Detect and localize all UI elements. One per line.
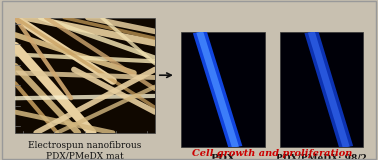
Text: PDX/PMeDX: 98/2: PDX/PMeDX: 98/2: [276, 154, 367, 160]
Text: PDX: PDX: [211, 154, 235, 160]
Polygon shape: [193, 31, 242, 148]
Bar: [181, 32, 265, 147]
Text: Cell growth and proliferation: Cell growth and proliferation: [192, 149, 352, 158]
Polygon shape: [308, 31, 350, 148]
Bar: [15, 18, 155, 133]
Bar: [280, 32, 363, 147]
Text: Electrospun nanofibrous
PDX/PMeDX mat: Electrospun nanofibrous PDX/PMeDX mat: [28, 141, 142, 160]
Polygon shape: [196, 31, 239, 148]
Polygon shape: [304, 31, 353, 148]
